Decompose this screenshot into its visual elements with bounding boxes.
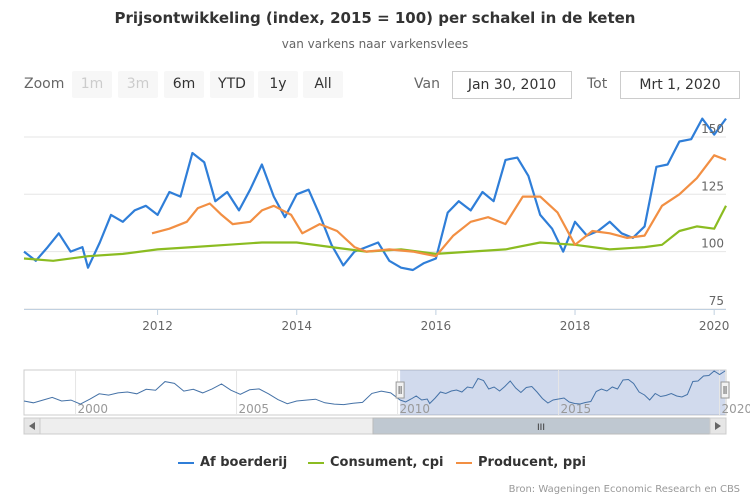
source-credit: Bron: Wageningen Economic Research en CB… — [508, 484, 740, 495]
y-tick-label: 100 — [701, 237, 724, 251]
legend-consument-cpi[interactable]: Consument, cpi — [330, 455, 444, 470]
navigator-year-label: 2005 — [239, 402, 270, 416]
scroll-left-arrow-icon — [29, 422, 35, 430]
axes: 75 100 125 150 2012 2014 2016 2018 2020 — [24, 122, 729, 333]
x-tick-label: 2018 — [560, 319, 591, 333]
x-tick-label: 2016 — [421, 319, 452, 333]
scrollbar-grip: III — [537, 423, 545, 433]
zoom-1m-button[interactable]: 1m — [72, 71, 112, 98]
to-date-input[interactable]: Mrt 1, 2020 — [620, 71, 740, 99]
chart-title: Prijsontwikkeling (index, 2015 = 100) pe… — [114, 9, 636, 27]
navigator[interactable]: 2000 2005 2010 2015 2020 — [23, 369, 750, 416]
from-date-input[interactable]: Jan 30, 2010 — [452, 71, 572, 99]
series-line-producent-ppi — [151, 154, 727, 258]
navigator-year-label: 2000 — [78, 402, 109, 416]
navigator-left-handle — [395, 381, 405, 399]
y-tick-label: 75 — [709, 294, 724, 308]
series-lines — [23, 117, 727, 272]
navigator-year-label: 2020 — [722, 402, 750, 416]
navigator-year-label: 2010 — [400, 402, 431, 416]
x-tick-label: 2014 — [281, 319, 312, 333]
navigator-series-line — [23, 370, 726, 406]
zoom-1y-button[interactable]: 1y — [258, 71, 298, 98]
chart-subtitle: van varkens naar varkensvlees — [281, 37, 469, 51]
zoom-ytd-button[interactable]: YTD — [210, 71, 254, 98]
x-tick-label: 2012 — [142, 319, 173, 333]
zoom-label: Zoom — [24, 76, 65, 92]
legend-consument-swatch — [308, 462, 324, 464]
zoom-3m-button[interactable]: 3m — [118, 71, 158, 98]
navigator-right-handle — [720, 381, 730, 399]
legend-af-boerderij[interactable]: Af boerderij — [200, 455, 288, 470]
navigator-year-label: 2015 — [561, 402, 592, 416]
y-tick-label: 150 — [701, 122, 724, 136]
scroll-right-arrow-icon — [715, 422, 721, 430]
zoom-all-button[interactable]: All — [303, 71, 343, 98]
legend-producent-ppi[interactable]: Producent, ppi — [478, 455, 586, 470]
navigator-selection — [400, 370, 726, 415]
from-date-label: Van — [414, 76, 440, 92]
to-date-label: Tot — [587, 76, 608, 92]
legend-af-boerderij-swatch — [178, 462, 194, 464]
zoom-6m-button[interactable]: 6m — [164, 71, 204, 98]
y-tick-label: 125 — [701, 179, 724, 193]
series-line-af-boerderij — [23, 117, 727, 272]
legend-producent-swatch — [456, 462, 472, 464]
scrollbar[interactable]: III — [23, 417, 727, 435]
x-tick-label: 2020 — [699, 319, 730, 333]
grid-lines — [24, 136, 726, 310]
